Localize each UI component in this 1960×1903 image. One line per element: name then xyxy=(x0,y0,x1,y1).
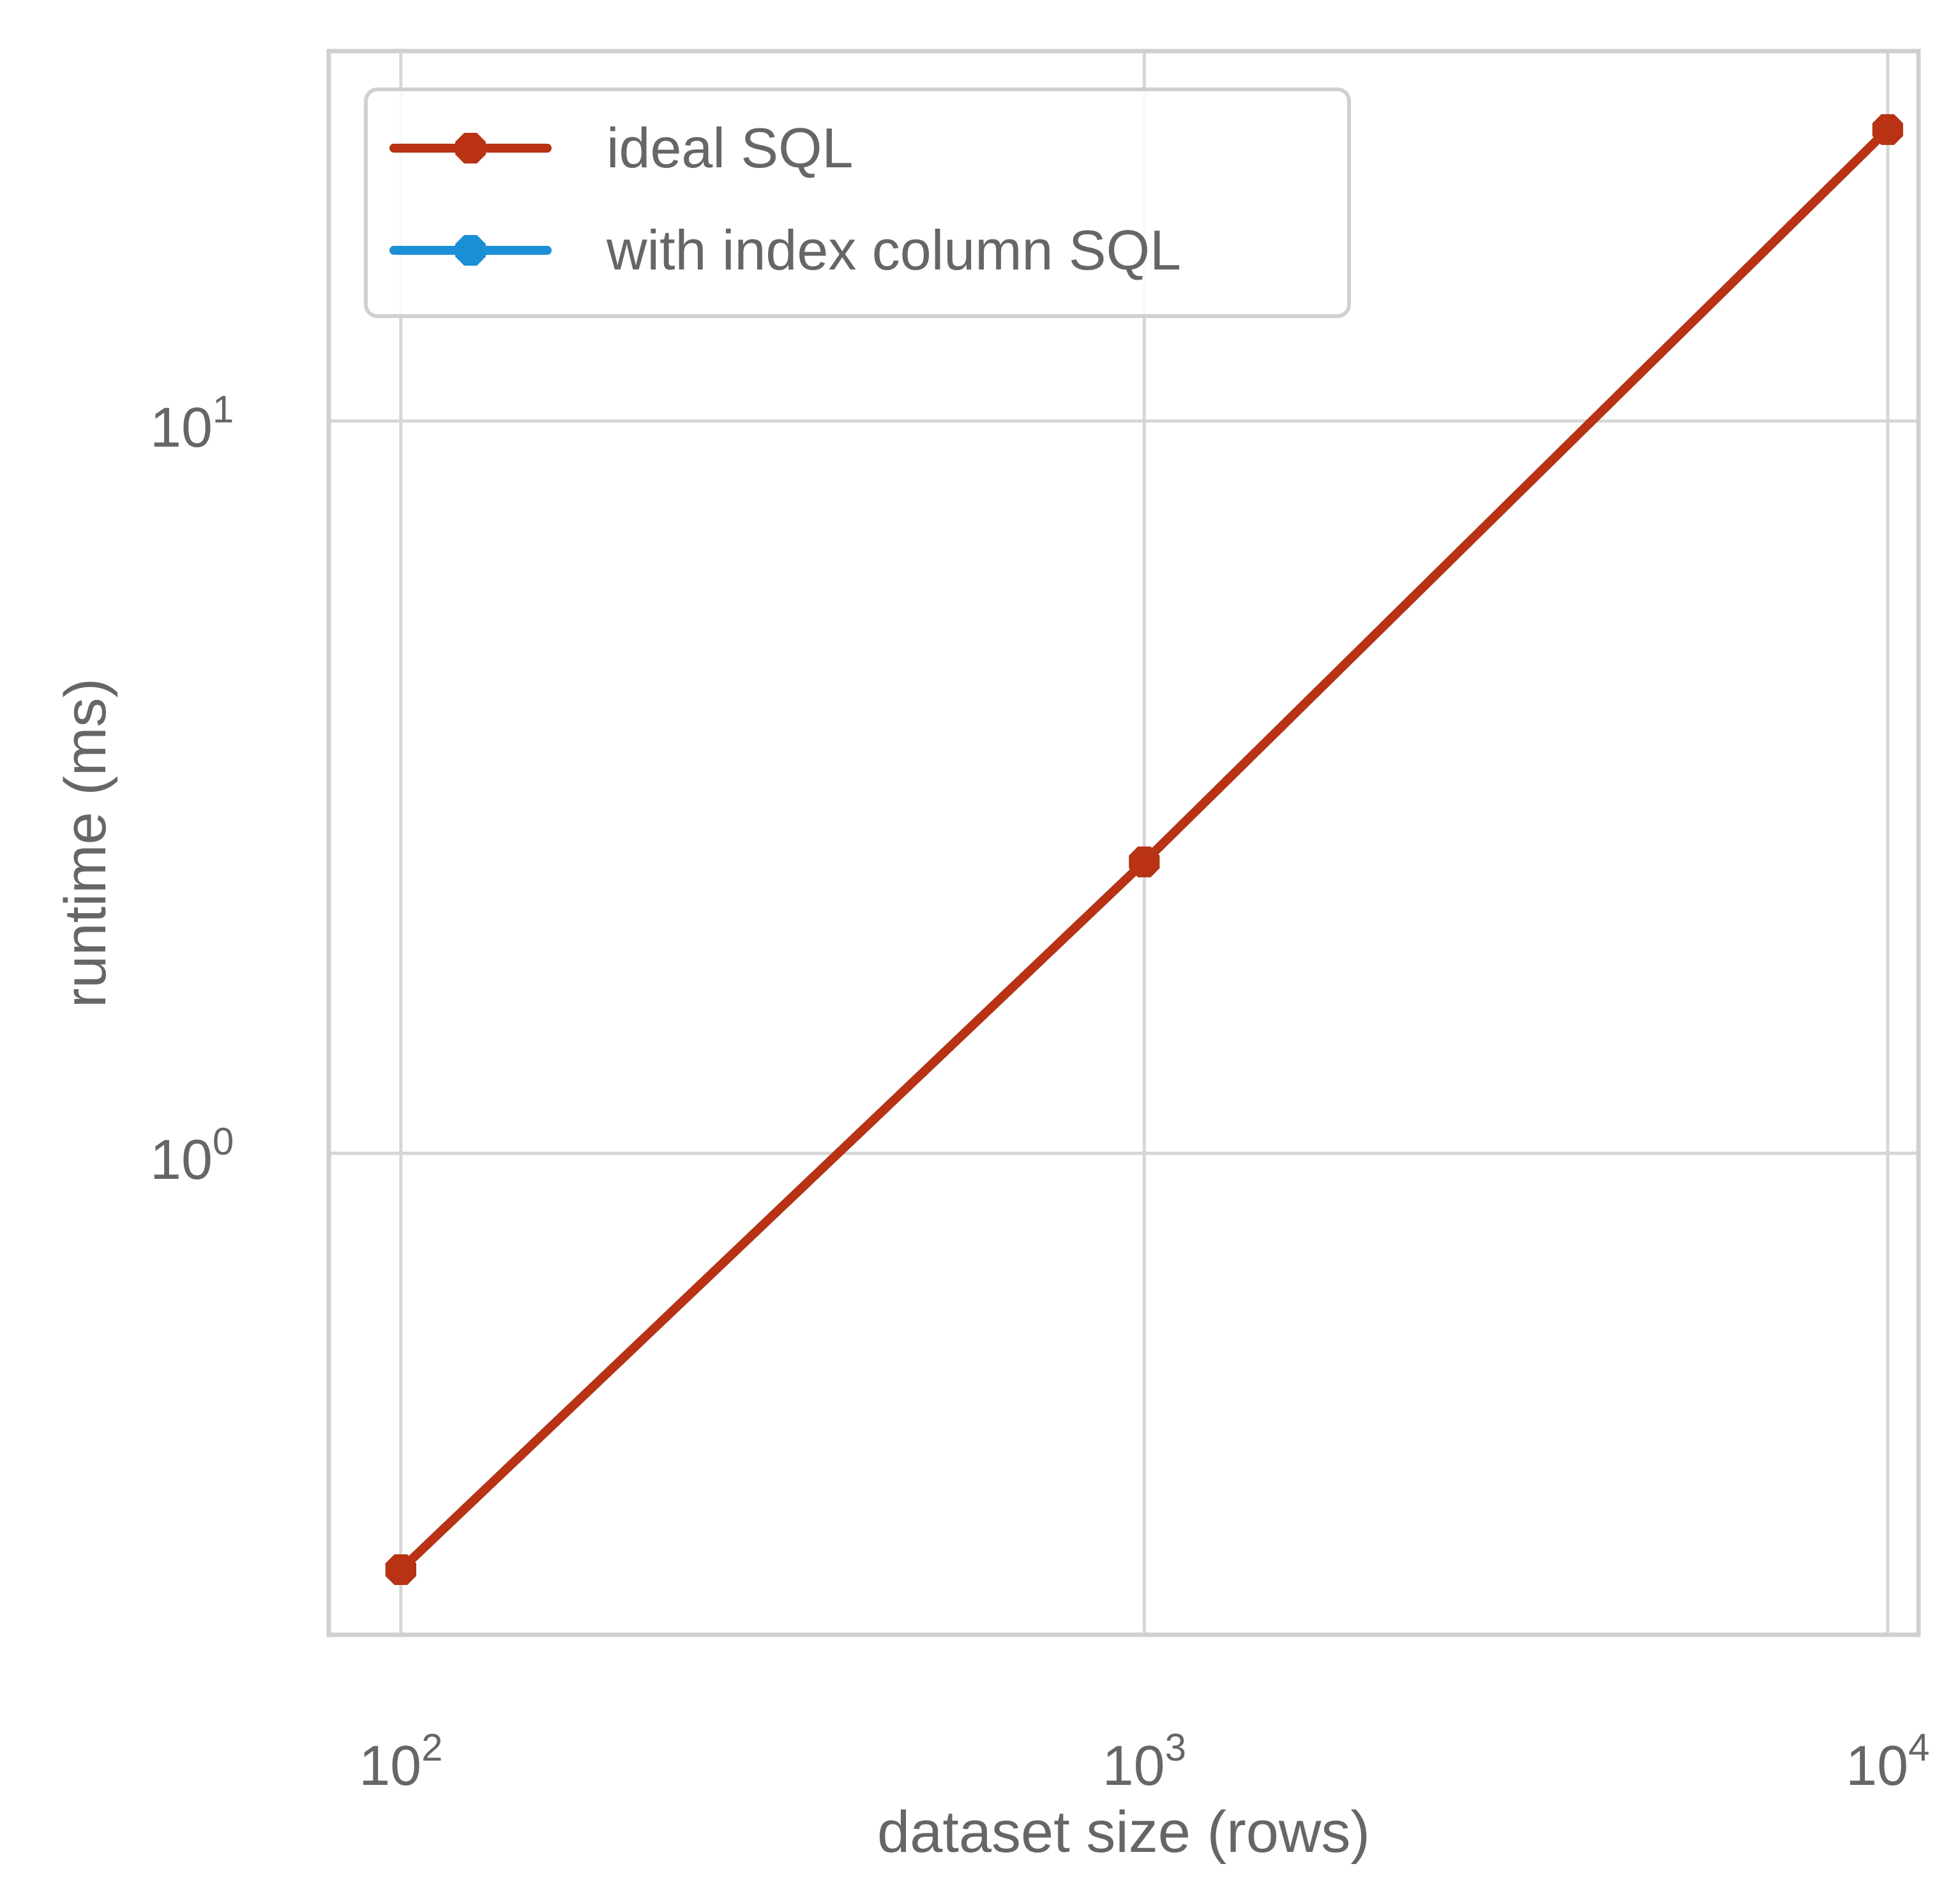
x-tick-label: 103 xyxy=(1103,1726,1186,1797)
legend-item: ideal SQL xyxy=(389,116,853,179)
x-axis-title: dataset size (rows) xyxy=(877,1800,1370,1865)
legend-label: with index column SQL xyxy=(606,218,1181,282)
series-layer xyxy=(385,114,1903,1585)
legend: ideal SQL with index column SQL xyxy=(364,87,1351,318)
y-tick-label: 100 xyxy=(150,1120,234,1191)
y-axis-title: runtime (ms) xyxy=(53,678,118,1008)
legend-item: with index column SQL xyxy=(389,218,1181,282)
legend-swatch-marker xyxy=(455,133,486,163)
y-tick-labels: 100 101 xyxy=(150,388,234,1191)
y-tick-label: 101 xyxy=(150,388,234,459)
x-tick-label: 102 xyxy=(359,1726,442,1797)
legend-label: ideal SQL xyxy=(607,116,853,179)
data-point xyxy=(385,1554,416,1585)
legend-swatch-marker xyxy=(455,235,486,266)
x-tick-label: 104 xyxy=(1846,1726,1929,1797)
plot-frame xyxy=(326,49,1921,1637)
series-1 xyxy=(385,114,1903,1585)
x-tick-labels: 102 103 104 xyxy=(359,1726,1929,1797)
data-point xyxy=(1872,114,1903,145)
legend-box xyxy=(364,87,1351,318)
data-point xyxy=(1129,846,1160,877)
